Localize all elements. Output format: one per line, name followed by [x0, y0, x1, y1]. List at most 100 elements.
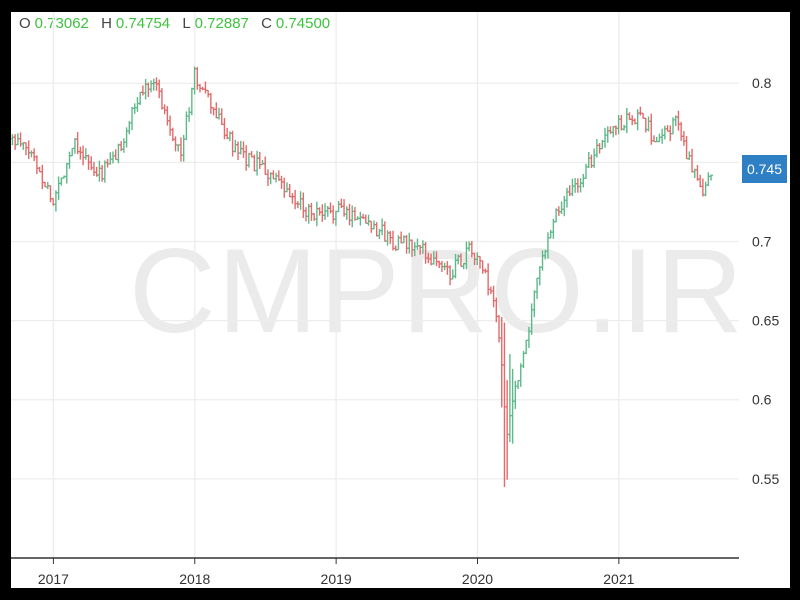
ohlc-bar: [195, 67, 200, 90]
high-value: 0.74754: [115, 15, 171, 32]
price-chart[interactable]: 0.80.750.70.650.60.55 201720182019202020…: [11, 12, 790, 588]
ohlc-bar: [545, 232, 550, 259]
low-value: 0.72887: [194, 15, 249, 32]
ohlc-bar: [301, 192, 306, 218]
ohlc-bar: [695, 164, 700, 181]
ohlc-bar: [192, 66, 197, 95]
ohlc-bar: [331, 205, 336, 224]
ohlc-bar: [556, 206, 561, 216]
ohlc-bar: [67, 151, 72, 169]
ohlc-bar: [78, 146, 83, 160]
ohlc-bar: [526, 326, 531, 349]
ohlc-bar: [603, 127, 608, 148]
ohlc-bar: [110, 151, 115, 164]
ohlc-bar: [684, 136, 689, 160]
ohlc-bar: [274, 172, 279, 183]
ohlc-bar: [369, 220, 374, 233]
ohlc-bar: [562, 195, 567, 217]
ohlc-bar: [238, 140, 243, 155]
ohlc-bar: [165, 106, 170, 126]
ohlc-bar: [548, 229, 553, 239]
ohlc-bar: [350, 205, 355, 228]
ohlc-bar: [130, 106, 135, 131]
ohlc-bar: [662, 125, 667, 140]
ohlc-bar: [157, 79, 162, 99]
ohlc-bar: [293, 189, 298, 210]
ohlc-bar: [105, 159, 110, 168]
open-value: 0.73062: [34, 15, 89, 32]
ohlc-bar: [24, 142, 29, 156]
ohlc-bar: [676, 110, 681, 131]
x-tick-label: 2019: [321, 571, 352, 587]
ohlc-bar: [116, 143, 121, 164]
ohlc-bar: [374, 222, 379, 237]
ohlc-bar: [507, 354, 512, 443]
ohlc-bar: [246, 152, 251, 168]
ohlc-bar: [518, 363, 523, 387]
ohlc-bar: [404, 234, 409, 254]
ohlc-bar: [605, 126, 610, 143]
ohlc-bar: [178, 137, 183, 162]
ohlc-bar: [450, 269, 455, 280]
ohlc-bar: [320, 204, 325, 222]
ohlc-bar: [537, 266, 542, 286]
price-bars: [11, 66, 714, 488]
ohlc-bar: [138, 91, 143, 106]
ohlc-bar: [535, 277, 540, 299]
ohlc-bar: [149, 80, 154, 93]
ohlc-bar: [222, 117, 227, 140]
ohlc-bar: [458, 253, 463, 267]
ohlc-bar: [265, 169, 270, 186]
y-tick-label: 0.65: [752, 313, 779, 329]
open-label: O: [19, 15, 31, 32]
ohlc-readout: O 0.73062 H 0.74754 L 0.72887 C 0.74500: [19, 15, 338, 32]
ohlc-bar: [513, 380, 518, 409]
ohlc-bar: [681, 131, 686, 146]
ohlc-bar: [75, 132, 80, 155]
ohlc-bar: [649, 113, 654, 145]
ohlc-bar: [358, 211, 363, 226]
ohlc-bar: [135, 97, 140, 112]
low-label: L: [182, 15, 191, 32]
ohlc-bar: [271, 170, 276, 180]
ohlc-bar: [646, 116, 651, 132]
ohlc-bar: [578, 178, 583, 193]
ohlc-bar: [502, 322, 507, 488]
ohlc-bar: [70, 147, 75, 157]
ohlc-bar: [244, 145, 249, 171]
grid: [11, 12, 739, 564]
ohlc-bar: [323, 203, 328, 220]
ohlc-bar: [575, 178, 580, 193]
ohlc-bar: [564, 187, 569, 208]
ohlc-bar: [255, 150, 260, 176]
ohlc-bar: [162, 104, 167, 115]
ohlc-bar: [592, 148, 597, 168]
ohlc-bar: [703, 181, 708, 197]
close-label: C: [261, 15, 272, 32]
ohlc-bar: [140, 85, 145, 96]
ohlc-bar: [366, 214, 371, 226]
ohlc-bar: [219, 108, 224, 125]
ohlc-bar: [206, 89, 211, 98]
ohlc-bar: [622, 124, 627, 131]
ohlc-bar: [48, 185, 53, 203]
ohlc-bar: [477, 255, 482, 269]
ohlc-bar: [380, 218, 385, 236]
ohlc-bar: [159, 88, 164, 110]
ohlc-bar: [559, 201, 564, 215]
ohlc-bar: [491, 285, 496, 308]
ohlc-bar: [698, 174, 703, 188]
ohlc-bar: [581, 173, 586, 188]
ohlc-bar: [706, 172, 711, 187]
ohlc-bar: [635, 109, 640, 131]
ohlc-bar: [420, 240, 425, 254]
y-tick-labels: 0.80.750.70.650.60.55: [752, 75, 779, 487]
x-tick-label: 2020: [462, 571, 493, 587]
ohlc-bar: [448, 265, 453, 286]
ohlc-bar: [56, 176, 61, 200]
ohlc-bar: [59, 177, 64, 186]
ohlc-bar: [464, 241, 469, 270]
ohlc-bar: [529, 303, 534, 335]
watermark: CMPRO.IR: [129, 224, 745, 358]
ohlc-bar: [263, 156, 268, 175]
